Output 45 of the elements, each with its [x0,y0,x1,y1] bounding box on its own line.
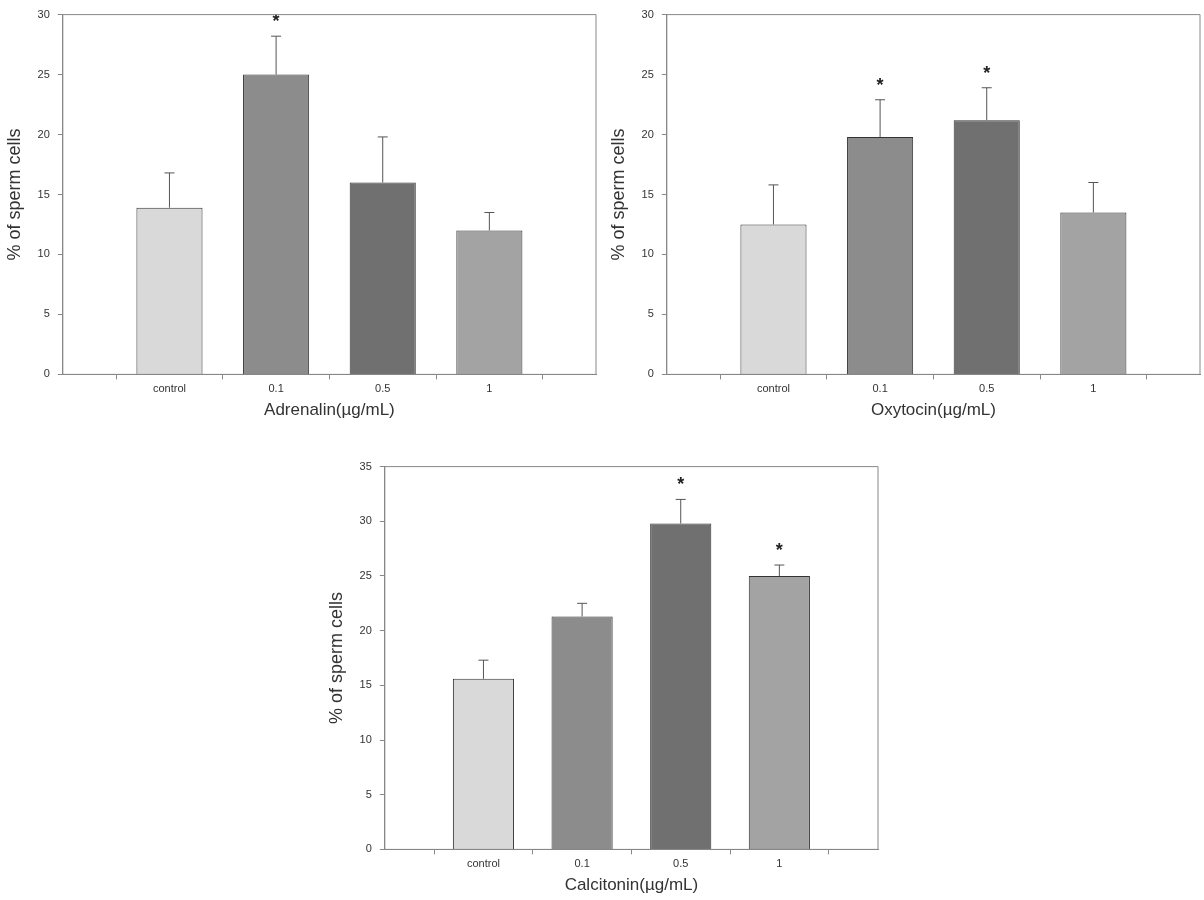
x-tick-label: 0.5 [673,857,689,870]
x-tick-label: control [756,382,790,395]
y-tick-label: 35 [359,459,372,472]
y-axis-title: % of sperm cells [325,591,346,725]
y-tick-label: 0 [43,367,50,380]
y-axis-title: % of sperm cells [607,128,628,261]
x-axis-title: Adrenalin(µg/mL) [264,400,395,420]
y-tick-label: 20 [359,623,372,636]
y-tick-label: 25 [37,67,50,80]
x-axis-title: Oxytocin(µg/mL) [870,400,996,420]
y-tick-label: 5 [365,787,372,800]
x-tick-label: 1 [1090,382,1097,395]
x-tick-label: 0.1 [268,382,284,395]
x-tick-label: 1 [486,382,493,395]
y-tick-label: 10 [641,247,654,260]
y-tick-label: 0 [365,842,372,855]
y-tick-label: 10 [37,247,50,260]
y-tick-label: 5 [647,307,654,320]
x-tick-label: 1 [776,857,783,870]
y-tick-label: 10 [359,733,372,746]
y-tick-label: 30 [37,7,50,20]
y-tick-label: 15 [641,187,654,200]
y-tick-label: 0 [647,367,654,380]
y-tick-label: 15 [359,678,372,691]
annotation: * [983,62,991,83]
annotation: * [876,74,884,95]
y-axis-title: % of sperm cells [3,128,24,261]
y-tick-label: 15 [37,187,50,200]
y-tick-label: 30 [641,7,654,20]
x-tick-label: 0.5 [375,382,391,395]
x-tick-label: 0.1 [574,857,590,870]
y-tick-label: 30 [359,514,372,527]
y-tick-label: 25 [641,67,654,80]
annotation: * [775,540,783,560]
x-axis-title: Calcitonin(µg/mL) [564,875,699,895]
y-tick-label: 20 [37,127,50,140]
x-tick-label: control [152,382,186,395]
y-tick-label: 20 [641,127,654,140]
y-tick-label: 5 [43,307,50,320]
x-tick-label: control [466,857,500,870]
x-tick-label: 0.5 [979,382,995,395]
y-tick-label: 25 [359,569,372,581]
annotation: * [272,11,280,32]
annotation: * [677,474,685,495]
x-tick-label: 0.1 [872,382,888,395]
